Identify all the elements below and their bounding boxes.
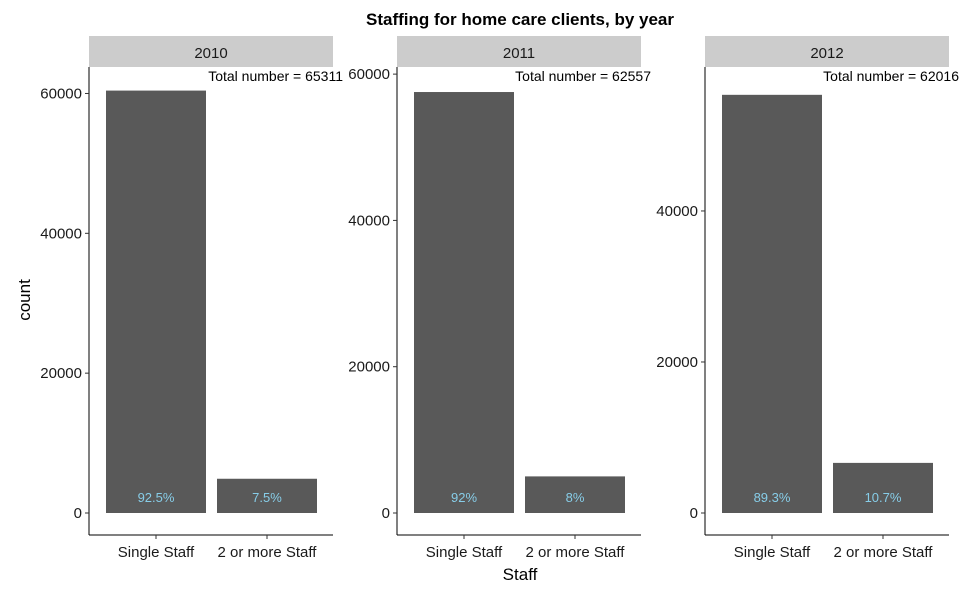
total-annotation: Total number = 62557 [515,68,651,84]
y-axis-label: count [15,279,34,321]
chart-title: Staffing for home care clients, by year [366,10,674,29]
facet-panel-2012: 2012 0 20000 40000 89.3% Single Staff 10.7% 2 o… [656,36,959,561]
y-tick-label: 0 [382,505,390,522]
facet-panel-2011: 2011 0 20000 40000 60000 92% Single Staff 8% 2 o… [348,36,651,561]
bar-single-staff [414,92,514,514]
total-annotation: Total number = 65311 [208,68,343,84]
bar-single-staff [722,94,822,513]
y-tick-label: 20000 [348,359,390,376]
panels-group: 2010 0 20000 40000 60000 92.5% Single Staff 7.5… [40,36,959,561]
percent-label: 89.3% [754,490,791,505]
x-tick-label: Single Staff [426,544,503,561]
facet-panel-2010: 2010 0 20000 40000 60000 92.5% Single Staff 7.5… [40,36,343,561]
bar-two-or-more-staff [217,478,317,513]
y-tick-label: 0 [690,505,698,522]
bar-single-staff [106,90,206,514]
facet-strip-label: 2010 [194,45,227,62]
percent-label: 92% [451,490,477,505]
y-tick-label: 40000 [656,203,698,220]
percent-label: 10.7% [865,490,902,505]
facet-strip-label: 2012 [810,45,843,62]
bar-two-or-more-staff [833,462,933,513]
facet-strip-label: 2011 [503,45,535,62]
facet-strip [89,36,333,67]
facet-strip [397,36,641,67]
y-tick-label: 60000 [40,85,82,102]
x-tick-label: 2 or more Staff [526,544,626,561]
y-tick-label: 40000 [348,212,390,229]
facet-strip [705,36,949,67]
y-tick-label: 20000 [656,354,698,371]
y-tick-label: 0 [74,505,82,522]
y-tick-label: 40000 [40,225,82,242]
x-tick-label: 2 or more Staff [218,544,318,561]
total-annotation: Total number = 62016 [823,68,959,84]
percent-label: 92.5% [138,490,175,505]
x-tick-label: 2 or more Staff [834,544,934,561]
x-axis-label: Staff [503,565,538,584]
bar-two-or-more-staff [525,476,625,513]
percent-label: 7.5% [252,490,282,505]
percent-label: 8% [566,490,585,505]
x-tick-label: Single Staff [734,544,811,561]
x-tick-label: Single Staff [118,544,195,561]
y-tick-label: 60000 [348,66,390,83]
y-tick-label: 20000 [40,365,82,382]
